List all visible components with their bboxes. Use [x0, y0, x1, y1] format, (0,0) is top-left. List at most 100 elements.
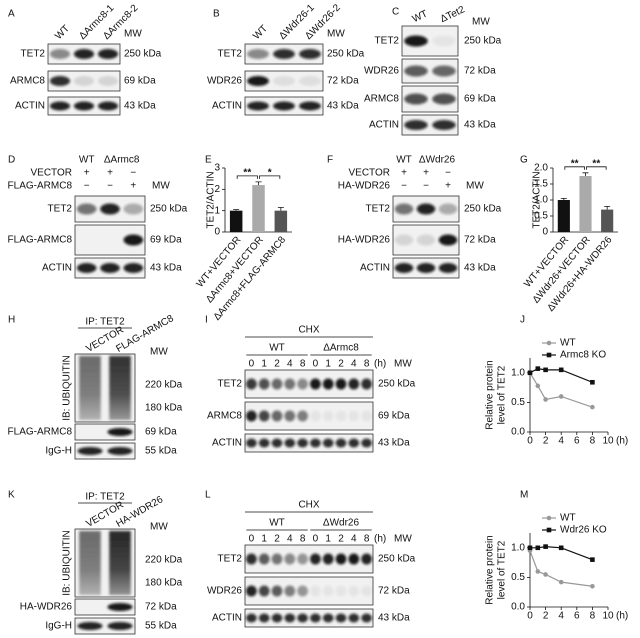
band: [322, 378, 334, 390]
marker: [543, 544, 548, 549]
mw-label: 69 kDa: [150, 235, 182, 246]
y-axis-label: level of TET2: [497, 365, 508, 424]
significance-bracket: [586, 166, 607, 170]
mw-title: MW: [152, 181, 170, 192]
band: [299, 49, 321, 59]
protein-label: TET2: [21, 49, 46, 60]
protein-label: ACTIN: [369, 120, 399, 131]
treatment-name: FLAG-ARMC8: [8, 181, 73, 192]
mw-label: 250 kDa: [124, 49, 162, 60]
mw-title: MW: [394, 359, 412, 370]
protein-label: TET2: [375, 36, 400, 47]
marker: [590, 583, 595, 589]
protein-label: WDR26: [364, 66, 399, 77]
marker: [590, 404, 595, 410]
band: [310, 438, 321, 448]
protein-label: TET2: [218, 554, 243, 565]
band: [404, 93, 428, 105]
band: [97, 49, 119, 59]
band: [310, 378, 321, 390]
treatment-sign: −: [130, 168, 136, 179]
protein-label: ARMC8: [364, 94, 399, 105]
time-label: 2: [338, 534, 344, 545]
band: [297, 553, 308, 565]
band: [49, 101, 71, 111]
band: [107, 603, 133, 611]
band-smear: [109, 356, 131, 420]
band: [271, 410, 283, 422]
band: [271, 585, 283, 597]
band: [247, 49, 269, 59]
band: [271, 438, 283, 448]
band: [246, 410, 257, 422]
x-tick-label: 10: [602, 436, 614, 447]
band: [284, 553, 296, 565]
band: [284, 585, 296, 597]
band: [247, 76, 269, 86]
x-tick-label: 0: [527, 436, 533, 447]
band: [297, 585, 308, 597]
band: [404, 65, 428, 77]
time-label: 0: [313, 534, 319, 545]
band: [246, 378, 257, 390]
time-label: 1: [261, 359, 267, 370]
bar: [274, 210, 288, 232]
band: [107, 447, 133, 455]
bar: [252, 185, 265, 232]
band: [438, 234, 458, 246]
protein-label: ACTIN: [360, 263, 390, 274]
band: [310, 553, 321, 565]
band: [123, 203, 144, 215]
significance-label: **: [243, 168, 251, 179]
marker: [543, 397, 548, 402]
band: [273, 49, 295, 59]
treatment-sign: +: [401, 168, 407, 179]
mw-title: MW: [472, 17, 490, 28]
x-tick-label: 0: [527, 611, 533, 622]
marker: [535, 569, 541, 574]
band: [361, 410, 372, 422]
bar: [601, 209, 614, 232]
x-axis-label: (h): [616, 611, 628, 622]
band: [438, 203, 458, 215]
band: [273, 101, 295, 111]
protein-label: TET2: [48, 204, 73, 215]
marker: [590, 557, 595, 562]
band: [432, 65, 456, 77]
time-label: 4: [351, 534, 357, 545]
group-label: WT: [79, 155, 95, 166]
mw-label: 43 kDa: [464, 263, 496, 274]
band: [348, 553, 360, 565]
y-tick-label: 1.0: [534, 195, 548, 206]
time-label: 4: [287, 534, 293, 545]
band: [246, 585, 257, 597]
band: [416, 234, 436, 246]
time-label: 2: [338, 359, 344, 370]
time-unit: (h): [374, 534, 386, 545]
error-bar: [604, 206, 611, 210]
lane-label: ΔTet2: [439, 4, 467, 25]
band: [348, 378, 360, 390]
band: [335, 613, 347, 623]
band: [310, 410, 321, 422]
time-label: 1: [325, 534, 331, 545]
band: [322, 585, 334, 597]
error-bar: [233, 209, 240, 211]
y-tick-label: 0.5: [534, 211, 548, 222]
marker: [535, 383, 541, 389]
band: [361, 378, 372, 390]
protein-label: ACTIN: [42, 263, 72, 274]
y-axis-label: Relative protein: [485, 360, 496, 429]
band: [77, 447, 103, 455]
treatment-label: CHX: [298, 325, 319, 336]
marker: [527, 370, 533, 376]
band: [322, 553, 334, 565]
treatment-label: CHX: [298, 500, 319, 511]
time-label: 8: [364, 359, 370, 370]
mw-label: 250 kDa: [150, 204, 188, 215]
mw-label: 72 kDa: [464, 66, 496, 77]
marker: [590, 379, 595, 385]
protein-label: ACTIN: [212, 438, 242, 449]
y-tick-label: 0: [542, 227, 548, 238]
